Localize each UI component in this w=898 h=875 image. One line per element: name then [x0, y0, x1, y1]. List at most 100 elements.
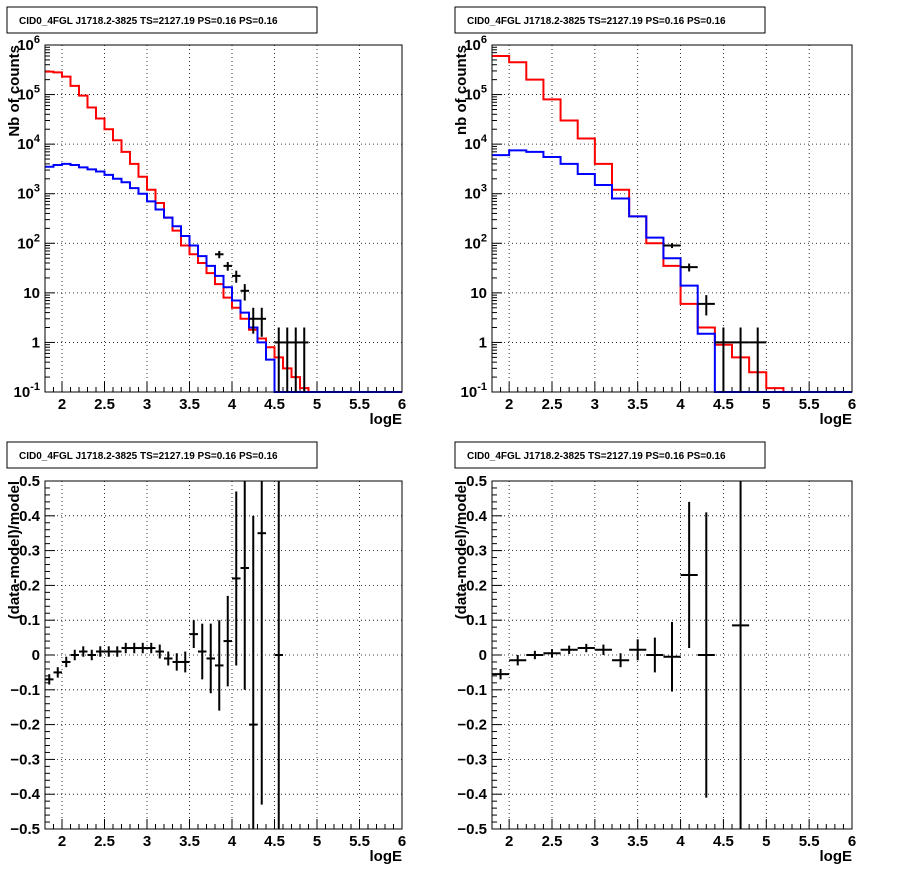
x-tick-label: 2.5 [542, 833, 563, 850]
plot-frame [491, 44, 853, 393]
x-tick-label: 2 [58, 396, 66, 413]
y-tick-label: 1 [32, 334, 40, 351]
y-tick-label: 0 [479, 647, 487, 664]
data-point [663, 621, 681, 692]
chart-bottom-left: CID0_4FGL J1718.2-3825 TS=2127.19 PS=0.1… [6, 441, 406, 865]
y-tick-label: 0.4 [19, 508, 41, 525]
chart-bottom-right: CID0_4FGL J1718.2-3825 TS=2127.19 PS=0.1… [453, 441, 856, 865]
data-point [274, 327, 283, 392]
x-tick-label: 3.5 [179, 396, 200, 413]
plot-frame [44, 480, 403, 830]
data-point [164, 651, 173, 666]
x-tick-label: 2 [505, 833, 513, 850]
y-axis-label: (data-model)/model [453, 481, 470, 619]
data-point [680, 263, 698, 272]
data-point [45, 674, 54, 685]
data-point [206, 623, 215, 694]
plot-frame [44, 44, 403, 393]
x-tick-label: 2 [505, 396, 513, 413]
data-point [70, 649, 79, 661]
data-point [198, 623, 207, 680]
data-point [291, 327, 300, 392]
x-tick-label: 3 [591, 833, 599, 850]
y-tick-label: −0.3 [457, 751, 487, 768]
y-tick-label: 102 [464, 232, 487, 252]
data-point [663, 243, 681, 249]
x-tick-label: 4.5 [264, 833, 285, 850]
data-point [526, 650, 544, 660]
data-point [172, 653, 181, 671]
x-tick-label: 3.5 [627, 396, 648, 413]
data-point [714, 327, 732, 392]
data-point [155, 644, 164, 659]
data-point [612, 653, 630, 668]
x-tick-label: 4.5 [713, 833, 734, 850]
y-axis-label: Nb of counts [6, 45, 23, 137]
x-tick-label: 4 [228, 833, 237, 850]
y-tick-label: 10 [23, 285, 40, 302]
data-point [560, 645, 578, 654]
y-tick-label: −0.2 [457, 717, 487, 734]
data-point [249, 515, 258, 829]
data-point [232, 270, 241, 283]
x-tick-label: 5 [762, 396, 770, 413]
y-tick-label: 103 [464, 183, 487, 203]
y-tick-label: 0.3 [466, 543, 487, 560]
data-point [283, 327, 292, 392]
y-axis-label: nb of counts [453, 45, 470, 135]
data-point [232, 491, 241, 666]
data-point [79, 646, 88, 657]
x-tick-label: 5.5 [349, 833, 370, 850]
title-box [6, 6, 318, 34]
chart-title: CID0_4FGL J1718.2-3825 TS=2127.19 PS=0.1… [467, 451, 726, 462]
data-point [138, 642, 147, 654]
y-tick-label: 0.2 [466, 577, 487, 594]
data-point [113, 646, 122, 657]
data-point [749, 327, 767, 392]
data-point [215, 250, 224, 259]
data-point [240, 284, 249, 301]
data-point [257, 307, 266, 337]
histogram-series-red [492, 54, 852, 393]
y-tick-label: 102 [17, 232, 40, 252]
x-tick-label: 6 [848, 833, 856, 850]
y-tick-label: −0.1 [457, 682, 487, 699]
x-tick-label: 5.5 [799, 396, 820, 413]
data-point [223, 595, 232, 687]
x-tick-label: 2.5 [94, 833, 115, 850]
y-tick-label: 0.2 [19, 577, 40, 594]
data-point [257, 481, 266, 805]
data-point [240, 481, 249, 690]
x-tick-label: 3.5 [627, 833, 648, 850]
y-tick-label: 103 [17, 183, 40, 203]
x-tick-label: 4.5 [713, 396, 734, 413]
x-tick-label: 4 [676, 833, 685, 850]
y-tick-label: −0.3 [10, 751, 40, 768]
x-tick-label: 2 [58, 833, 66, 850]
data-point [577, 643, 595, 653]
x-tick-label: 3 [143, 833, 151, 850]
data-point [181, 651, 190, 673]
data-point [130, 642, 139, 654]
y-tick-label: −0.4 [10, 786, 40, 803]
y-tick-label: −0.2 [10, 717, 40, 734]
data-point [215, 620, 224, 711]
data-point [680, 501, 698, 649]
data-point [53, 667, 62, 678]
title-box [454, 6, 766, 34]
y-tick-label: 10-1 [14, 381, 40, 401]
y-tick-label: −0.5 [10, 821, 40, 838]
x-tick-label: 3 [591, 396, 599, 413]
x-tick-label: 6 [848, 396, 856, 413]
data-point [732, 481, 750, 829]
x-tick-label: 6 [398, 396, 406, 413]
x-tick-label: 6 [398, 833, 406, 850]
data-point [87, 649, 96, 661]
data-point [189, 620, 198, 649]
data-point [249, 307, 258, 334]
data-point [121, 642, 130, 654]
data-point [104, 646, 113, 657]
y-tick-label: 10-1 [461, 381, 487, 401]
x-tick-label: 2.5 [542, 396, 563, 413]
